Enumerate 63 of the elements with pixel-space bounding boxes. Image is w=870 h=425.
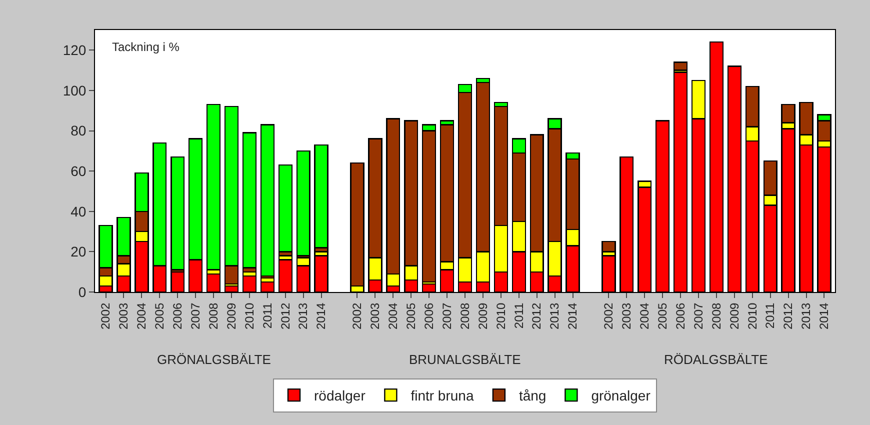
text: GRÖNALGSBÄLTE xyxy=(157,352,272,367)
bar xyxy=(296,150,310,256)
x-tick-label: 2005 xyxy=(655,302,670,330)
x-tick-label: 2003 xyxy=(368,302,382,330)
legend-label: fintr bruna xyxy=(410,388,474,404)
x-tick-label: 2005 xyxy=(152,302,167,330)
text: BRUNALGSBÄLTE xyxy=(409,352,522,367)
bar xyxy=(206,104,221,270)
x-tick-label: 2010 xyxy=(494,302,508,330)
y-tick-label: 20 xyxy=(70,244,86,260)
x-tick-label: 2008 xyxy=(458,302,472,330)
bar xyxy=(602,241,616,252)
bar xyxy=(314,144,328,248)
y-tick-label: 120 xyxy=(62,42,86,58)
x-tick-label: 2007 xyxy=(440,302,454,330)
x-tick-label: 2002 xyxy=(602,302,616,330)
x-tick-label: 2012 xyxy=(781,302,796,330)
x-tick-label: 2013 xyxy=(799,302,814,330)
x-tick-label: 2002 xyxy=(350,302,364,330)
y-tick-label: 80 xyxy=(70,122,86,139)
x-tick-label: 2011 xyxy=(763,302,778,329)
x-tick-label: 2009 xyxy=(224,302,238,330)
bar xyxy=(673,62,688,71)
x-tick-label: 2010 xyxy=(745,302,760,330)
x-tick-label: 2007 xyxy=(188,302,202,330)
x-tick-label: 2006 xyxy=(170,302,185,330)
x-tick-label: 2010 xyxy=(242,302,256,330)
y-tick-label: 0 xyxy=(78,284,86,300)
bar xyxy=(242,132,257,268)
x-tick-label: 2014 xyxy=(314,302,328,330)
x-tick-label: 2012 xyxy=(530,302,544,330)
x-tick-label: 2008 xyxy=(709,302,724,330)
x-tick-label: 2008 xyxy=(206,302,220,330)
x-tick-label: 2013 xyxy=(296,302,310,330)
y-axis-title: Tackning i % xyxy=(112,40,180,54)
legend-label: grönalger xyxy=(591,388,651,404)
x-tick-label: 2009 xyxy=(727,302,742,330)
x-tick-label: 2005 xyxy=(404,302,418,330)
x-tick-label: 2006 xyxy=(673,302,688,330)
bar xyxy=(170,156,185,270)
x-tick-label: 2014 xyxy=(566,302,580,330)
x-tick-label: 2011 xyxy=(512,302,526,329)
y-tick-label: 60 xyxy=(70,162,86,179)
legend-label: tång xyxy=(518,388,546,404)
bar xyxy=(278,164,292,252)
x-tick-label: 2011 xyxy=(260,302,274,329)
x-tick-label: 2014 xyxy=(817,302,832,330)
x-tick-label: 2004 xyxy=(638,302,652,330)
x-tick-label: 2009 xyxy=(476,302,490,330)
x-tick-label: 2003 xyxy=(620,302,634,330)
y-tick-label: 40 xyxy=(70,203,86,220)
x-tick-label: 2002 xyxy=(98,302,113,330)
y-tick-label: 100 xyxy=(62,82,86,98)
x-tick-label: 2013 xyxy=(548,302,562,330)
x-tick-label: 2012 xyxy=(278,302,292,330)
x-tick-label: 2004 xyxy=(386,302,400,330)
x-tick-label: 2007 xyxy=(691,302,706,330)
bar xyxy=(260,124,274,276)
x-tick-label: 2004 xyxy=(134,302,149,330)
x-tick-label: 2003 xyxy=(116,302,131,330)
legend-label: rödalger xyxy=(314,388,366,404)
text: RÖDALGSBÄLTE xyxy=(664,352,768,367)
x-tick-label: 2006 xyxy=(422,302,436,330)
